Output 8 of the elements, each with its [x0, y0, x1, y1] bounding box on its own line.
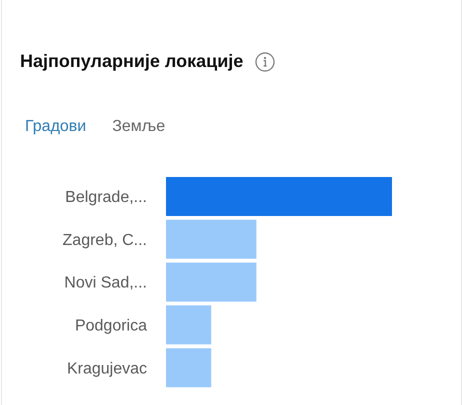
y-tick-label: Podgorica — [74, 317, 148, 334]
chart-title: Најпопуларније локације — [20, 51, 244, 71]
y-tick-label: Kragujevac — [66, 360, 147, 378]
y-tick-label: Novi Sad,... — [64, 274, 147, 292]
text: Земље — [112, 117, 166, 137]
text: Градови — [25, 117, 86, 137]
y-tick-label: Belgrade,... — [65, 189, 147, 206]
y-tick-label: Zagreb, C... — [62, 232, 147, 249]
